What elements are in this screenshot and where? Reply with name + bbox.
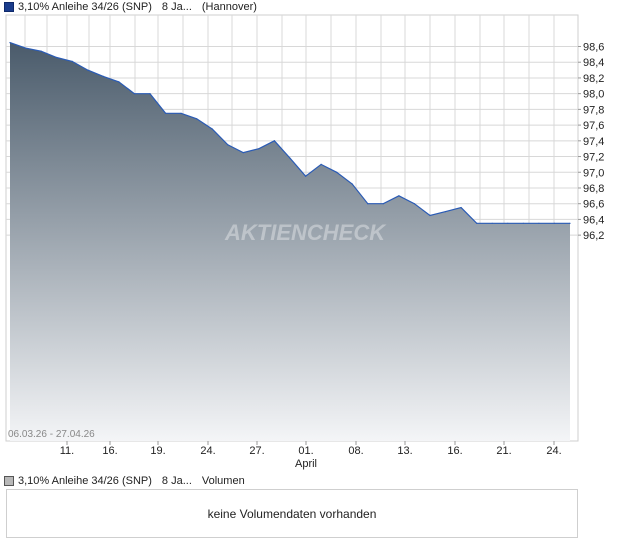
volume-label: Volumen — [201, 475, 245, 487]
price-point — [382, 203, 384, 205]
volume-legend: 3,10% Anleihe 34/26 (SNP) 8 Ja... Volume… — [4, 475, 245, 487]
price-point — [476, 222, 478, 224]
y-tick-label: 96,6 — [583, 199, 604, 211]
price-point — [258, 148, 260, 150]
x-tick-month-label: April — [295, 458, 317, 470]
price-point — [227, 144, 229, 146]
x-tick-label: 08. — [348, 445, 363, 457]
price-point — [165, 112, 167, 114]
price-point — [273, 140, 275, 142]
price-point — [242, 152, 244, 154]
x-tick-label: 01. — [298, 445, 313, 457]
volume-series-swatch — [4, 476, 14, 486]
price-point — [305, 175, 307, 177]
watermark-text: AKTIENCHECK — [224, 220, 387, 245]
volume-series-name: 3,10% Anleihe 34/26 (SNP) — [18, 475, 152, 487]
price-area-fill — [10, 42, 570, 441]
y-tick-label: 97,2 — [583, 152, 604, 164]
price-point — [9, 42, 11, 44]
y-tick-label: 97,0 — [583, 167, 604, 179]
volume-empty-message: keine Volumendaten vorhanden — [207, 506, 377, 521]
y-tick-label: 98,2 — [583, 73, 604, 85]
price-chart: 98,6 98,4 98,2 98,0 97,8 97,6 97,4 97,2 97,0 96,8… — [5, 14, 604, 470]
price-point — [336, 171, 338, 173]
y-tick-label: 96,4 — [583, 214, 604, 226]
price-point — [289, 157, 291, 159]
x-tick-label: 16. — [102, 445, 117, 457]
x-tick-label: 24. — [546, 445, 561, 457]
y-tick-label: 97,6 — [583, 120, 604, 132]
price-legend: 3,10% Anleihe 34/26 (SNP) 8 Ja... (Hanno… — [4, 1, 257, 13]
price-point — [196, 118, 198, 120]
y-tick-label: 98,6 — [583, 42, 604, 54]
x-tick-label: 27. — [249, 445, 264, 457]
x-tick-label: 19. — [150, 445, 165, 457]
price-point — [87, 69, 89, 71]
price-point — [351, 183, 353, 185]
price-point — [133, 93, 135, 95]
price-series-swatch — [4, 2, 14, 12]
date-range-label: 06.03.26 - 27.04.26 — [8, 429, 95, 440]
y-tick-label: 96,2 — [583, 230, 604, 242]
x-tick-label: 13. — [397, 445, 412, 457]
price-point — [522, 222, 524, 224]
price-point — [460, 207, 462, 209]
price-point — [553, 222, 556, 224]
x-tick-label: 24. — [200, 445, 215, 457]
price-point — [445, 211, 447, 213]
price-point — [180, 112, 182, 114]
x-tick-label: 11. — [60, 445, 74, 457]
volume-comparison-series-name: 8 Ja... — [161, 475, 192, 487]
y-tick-label: 97,8 — [583, 104, 604, 116]
price-point — [491, 222, 493, 224]
price-point — [102, 75, 104, 77]
price-point — [413, 203, 415, 205]
price-point — [398, 195, 400, 197]
price-series-name: 3,10% Anleihe 34/26 (SNP) — [18, 1, 152, 13]
exchange-name: (Hannover) — [201, 1, 257, 13]
price-point — [569, 222, 571, 224]
y-tick-label: 98,4 — [583, 57, 604, 69]
price-point — [71, 60, 73, 63]
price-point — [507, 222, 509, 224]
price-point — [429, 214, 431, 217]
price-point — [211, 128, 213, 130]
x-tick-label: 16. — [447, 445, 462, 457]
comparison-series-name: 8 Ja... — [161, 1, 192, 13]
y-tick-label: 98,0 — [583, 89, 604, 101]
price-point — [56, 56, 58, 59]
y-tick-label: 97,4 — [583, 136, 604, 148]
price-point — [320, 163, 322, 165]
price-point — [25, 47, 27, 49]
x-tick-label: 21. — [496, 445, 511, 457]
price-point — [538, 222, 540, 224]
volume-panel: keine Volumendaten vorhanden — [6, 489, 578, 538]
price-point — [40, 50, 42, 52]
price-point — [149, 93, 151, 95]
price-point — [118, 81, 120, 83]
price-point — [367, 203, 369, 205]
y-tick-label: 96,8 — [583, 183, 604, 195]
